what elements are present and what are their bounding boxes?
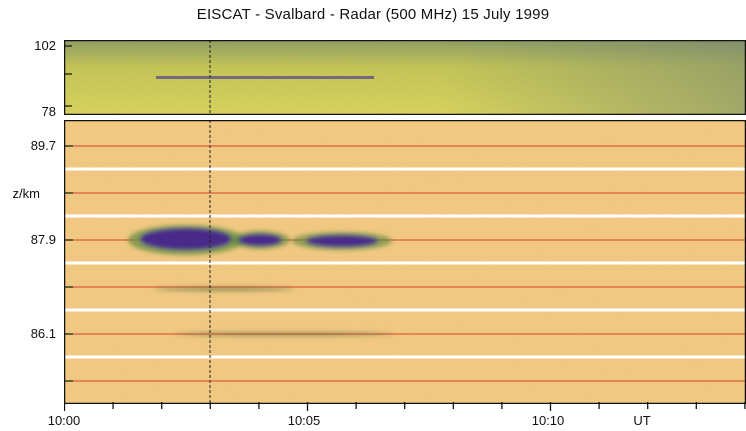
x-axis	[64, 402, 746, 412]
echo-faint-2	[174, 332, 394, 336]
top-y-tick-label-102: 102	[34, 38, 56, 53]
echo-layer-1	[140, 228, 232, 250]
echo-layer-2	[238, 234, 282, 246]
x-tick-label-10-05: 10:05	[287, 413, 321, 428]
x-tick-label-10-00: 10:00	[47, 413, 81, 428]
echo-layer-3	[306, 235, 378, 247]
y-axis-label: z/km	[12, 186, 40, 201]
top-panel	[64, 40, 746, 115]
x-tick-label-ut: UT	[633, 413, 651, 428]
top-y-tick-label-78: 78	[41, 104, 56, 119]
chart-title: EISCAT - Svalbard - Radar (500 MHz) 15 J…	[196, 6, 550, 23]
main-y-tick-label-86-1: 86.1	[30, 326, 56, 341]
x-tick-label-10-10: 10:10	[531, 413, 565, 428]
main-panel-y-ticks	[64, 145, 73, 382]
main-y-tick-label-87-9: 87.9	[30, 232, 56, 247]
main-y-tick-label-89-7: 89.7	[30, 138, 56, 153]
top-panel-plot	[64, 40, 746, 115]
top-echo-layer	[156, 76, 374, 79]
main-panel	[64, 120, 746, 404]
main-panel-plot	[64, 120, 746, 404]
echo-layers	[128, 225, 394, 336]
x-axis-ticks	[64, 402, 746, 411]
echo-faint-1	[154, 287, 294, 291]
